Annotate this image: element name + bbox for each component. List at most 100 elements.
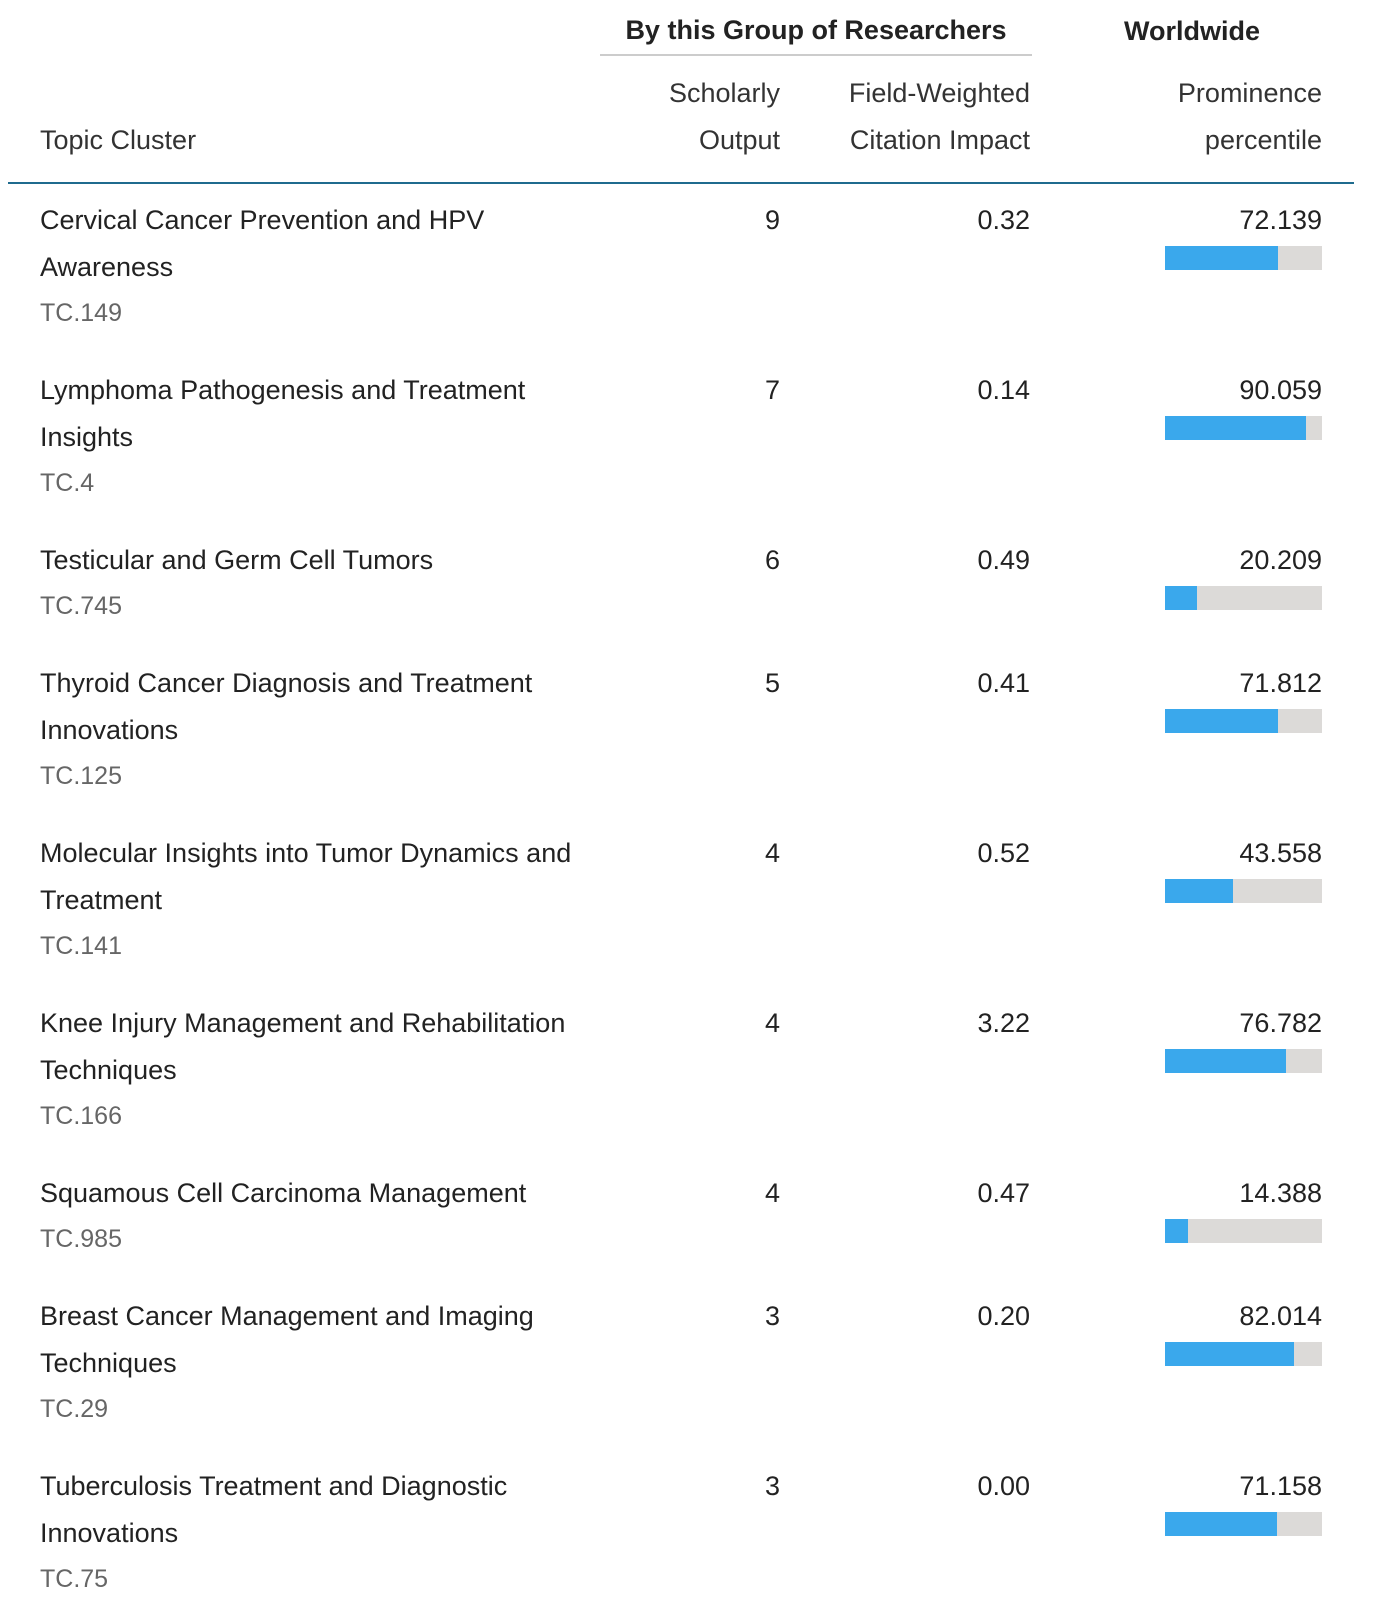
topic-name: Tuberculosis Treatment and Diagnostic In… xyxy=(40,1471,508,1548)
percentile-track xyxy=(1165,246,1322,270)
scholarly-output: 9 xyxy=(764,205,780,235)
topic-code: TC.985 xyxy=(40,1225,122,1253)
topic-name: Thyroid Cancer Diagnosis and Treatment I… xyxy=(40,668,533,745)
percentile-cell: 20.209 xyxy=(1030,537,1322,628)
header-rule xyxy=(8,182,1354,184)
percentile-track xyxy=(1165,1512,1322,1536)
column-header: Field-Weighted Citation Impact xyxy=(848,78,1030,155)
topic-code: TC.75 xyxy=(40,1565,109,1593)
topic-code: TC.29 xyxy=(40,1395,109,1423)
percentile-value: 71.812 xyxy=(1239,668,1322,698)
group-title: By this Group of Researchers xyxy=(625,15,1007,45)
percentile-value: 76.782 xyxy=(1239,1008,1322,1038)
percentile-value: 14.388 xyxy=(1239,1178,1322,1208)
topic-name: Knee Injury Management and Rehabilitatio… xyxy=(40,1008,566,1085)
topic-cell: Cervical Cancer Prevention and HPV Aware… xyxy=(40,197,585,335)
topic-cell: Knee Injury Management and Rehabilitatio… xyxy=(40,1000,585,1138)
percentile-bar xyxy=(1165,709,1278,733)
scholarly-output: 3 xyxy=(764,1301,780,1331)
scholarly-output: 5 xyxy=(764,668,780,698)
fwci: 0.00 xyxy=(977,1471,1030,1501)
percentile-value: 71.158 xyxy=(1239,1471,1322,1501)
topic-cell: Tuberculosis Treatment and Diagnostic In… xyxy=(40,1463,585,1601)
scholarly-output: 4 xyxy=(764,838,780,868)
percentile-bar xyxy=(1165,1219,1188,1243)
percentile-track xyxy=(1165,879,1322,903)
column-header: Prominence percentile xyxy=(1177,78,1322,155)
table-row: Thyroid Cancer Diagnosis and Treatment I… xyxy=(0,646,1388,816)
percentile-value: 82.014 xyxy=(1239,1301,1322,1331)
topic-code: TC.4 xyxy=(40,469,95,497)
percentile-track xyxy=(1165,1219,1322,1243)
topic-code: TC.745 xyxy=(40,592,122,620)
percentile-cell: 82.014 xyxy=(1030,1293,1322,1431)
topic-cell: Squamous Cell Carcinoma Management TC.985 xyxy=(40,1170,585,1261)
topic-code: TC.141 xyxy=(40,932,122,960)
fwci: 0.47 xyxy=(977,1178,1030,1208)
table-row: Lymphoma Pathogenesis and Treatment Insi… xyxy=(0,353,1388,523)
percentile-value: 20.209 xyxy=(1239,545,1322,575)
fwci: 3.22 xyxy=(977,1008,1030,1038)
percentile-bar xyxy=(1165,1049,1286,1073)
topic-name: Cervical Cancer Prevention and HPV Aware… xyxy=(40,205,485,282)
topic-code: TC.149 xyxy=(40,299,122,327)
scholarly-output: 4 xyxy=(764,1008,780,1038)
topic-cell: Breast Cancer Management and Imaging Tec… xyxy=(40,1293,585,1431)
topic-name: Breast Cancer Management and Imaging Tec… xyxy=(40,1301,534,1378)
percentile-track xyxy=(1165,586,1322,610)
fwci: 0.49 xyxy=(977,545,1030,575)
percentile-cell: 76.782 xyxy=(1030,1000,1322,1138)
percentile-bar xyxy=(1165,1342,1294,1366)
topic-cell: Molecular Insights into Tumor Dynamics a… xyxy=(40,830,585,968)
percentile-bar xyxy=(1165,246,1279,270)
scholarly-output: 7 xyxy=(764,375,780,405)
table-row: Testicular and Germ Cell Tumors TC.745 6 0.… xyxy=(0,523,1388,646)
scholarly-output: 4 xyxy=(764,1178,780,1208)
topic-name: Testicular and Germ Cell Tumors xyxy=(40,545,434,575)
fwci: 0.20 xyxy=(977,1301,1030,1331)
percentile-cell: 71.812 xyxy=(1030,660,1322,798)
table-row: Squamous Cell Carcinoma Management TC.985… xyxy=(0,1156,1388,1279)
percentile-cell: 71.158 xyxy=(1030,1463,1322,1601)
scholarly-output: 3 xyxy=(764,1471,780,1501)
percentile-bar xyxy=(1165,416,1307,440)
topic-name: Squamous Cell Carcinoma Management xyxy=(40,1178,527,1208)
percentile-bar xyxy=(1165,1512,1277,1536)
percentile-value: 43.558 xyxy=(1239,838,1322,868)
table-body: Cervical Cancer Prevention and HPV Aware… xyxy=(0,183,1388,1605)
percentile-cell: 90.059 xyxy=(1030,367,1322,505)
topic-code: TC.166 xyxy=(40,1102,122,1130)
fwci: 0.52 xyxy=(977,838,1030,868)
percentile-value: 90.059 xyxy=(1239,375,1322,405)
percentile-bar xyxy=(1165,879,1234,903)
topic-cell: Thyroid Cancer Diagnosis and Treatment I… xyxy=(40,660,585,798)
percentile-cell: 14.388 xyxy=(1030,1170,1322,1261)
topic-name: Lymphoma Pathogenesis and Treatment Insi… xyxy=(40,375,526,452)
fwci: 0.32 xyxy=(977,205,1030,235)
topic-cell: Testicular and Germ Cell Tumors TC.745 xyxy=(40,537,585,628)
table-row: Cervical Cancer Prevention and HPV Aware… xyxy=(0,183,1388,353)
topic-cell: Lymphoma Pathogenesis and Treatment Insi… xyxy=(40,367,585,505)
worldwide-title: Worldwide xyxy=(1123,16,1260,46)
table-row: Breast Cancer Management and Imaging Tec… xyxy=(0,1279,1388,1449)
topic-name: Molecular Insights into Tumor Dynamics a… xyxy=(40,838,572,915)
table-row: Tuberculosis Treatment and Diagnostic In… xyxy=(0,1449,1388,1605)
column-header: Scholarly Output xyxy=(668,78,780,155)
percentile-track xyxy=(1165,709,1322,733)
fwci: 0.14 xyxy=(977,375,1030,405)
percentile-track xyxy=(1165,1342,1322,1366)
table-row: Molecular Insights into Tumor Dynamics a… xyxy=(0,816,1388,986)
percentile-cell: 43.558 xyxy=(1030,830,1322,968)
percentile-value: 72.139 xyxy=(1239,205,1322,235)
scholarly-output: 6 xyxy=(764,545,780,575)
fwci: 0.41 xyxy=(977,668,1030,698)
group-underline xyxy=(600,54,1032,56)
topic-code: TC.125 xyxy=(40,762,122,790)
percentile-track xyxy=(1165,416,1322,440)
column-header: Topic Cluster xyxy=(40,125,197,155)
percentile-cell: 72.139 xyxy=(1030,197,1322,335)
percentile-bar xyxy=(1165,586,1197,610)
table-row: Knee Injury Management and Rehabilitatio… xyxy=(0,986,1388,1156)
percentile-track xyxy=(1165,1049,1322,1073)
